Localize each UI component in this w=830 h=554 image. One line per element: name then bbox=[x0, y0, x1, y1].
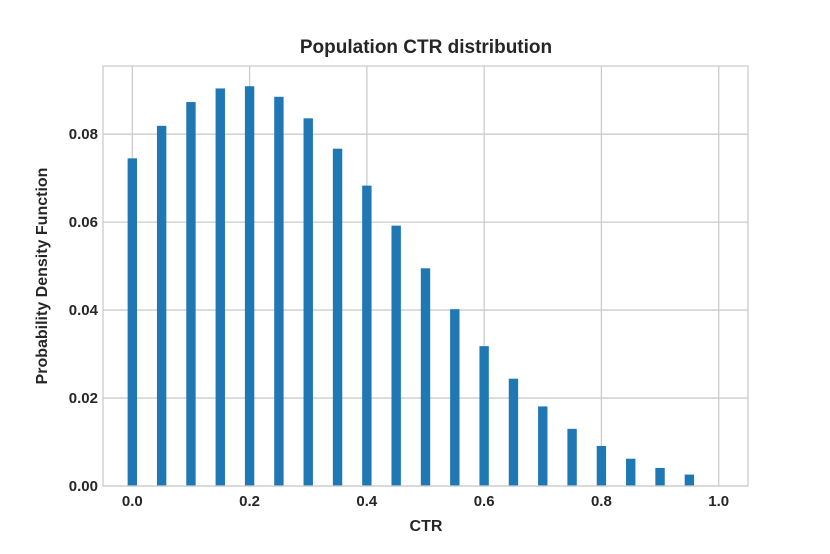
bar-13 bbox=[508, 378, 519, 486]
bar-1 bbox=[156, 125, 167, 486]
bar-7 bbox=[332, 148, 343, 486]
x-tick-label-1: 0.2 bbox=[239, 493, 260, 510]
bar-layer bbox=[127, 86, 695, 486]
bar-3 bbox=[215, 88, 225, 486]
bar-9 bbox=[391, 225, 401, 486]
tick-layer: 0.0 0.2 0.4 0.6 0.8 1.0 0.00 0.02 0.04 0.06 0.08 bbox=[69, 126, 729, 510]
bar-18 bbox=[655, 467, 665, 486]
y-tick-label-0: 0.00 bbox=[69, 478, 98, 495]
bar-12 bbox=[479, 346, 489, 486]
x-tick-label-3: 0.6 bbox=[474, 493, 495, 510]
y-tick-label-3: 0.06 bbox=[69, 214, 98, 231]
bar-11 bbox=[450, 309, 460, 486]
bar-10 bbox=[420, 268, 431, 486]
plot-frame bbox=[102, 65, 749, 487]
x-tick-label-4: 0.8 bbox=[591, 493, 612, 510]
bar-17 bbox=[626, 458, 636, 486]
bar-16 bbox=[596, 445, 607, 486]
y-tick-label-2: 0.04 bbox=[69, 302, 99, 319]
chart-title: Population CTR distribution bbox=[300, 37, 552, 58]
y-tick-label-1: 0.02 bbox=[69, 390, 98, 407]
bar-8 bbox=[362, 185, 372, 486]
x-tick-label-5: 1.0 bbox=[708, 493, 729, 510]
bar-19 bbox=[684, 474, 695, 486]
bar-4 bbox=[244, 86, 255, 486]
bar-15 bbox=[567, 428, 577, 486]
y-axis-label: Probability Density Function bbox=[34, 168, 51, 385]
bar-2 bbox=[186, 102, 196, 486]
x-tick-label-0: 0.0 bbox=[122, 493, 143, 510]
y-tick-label-4: 0.08 bbox=[69, 126, 98, 143]
bar-0 bbox=[127, 158, 138, 486]
x-tick-label-2: 0.4 bbox=[356, 493, 378, 510]
bar-5 bbox=[274, 96, 284, 486]
bar-14 bbox=[538, 406, 548, 486]
bar-6 bbox=[303, 118, 313, 486]
x-axis-label: CTR bbox=[410, 518, 443, 535]
